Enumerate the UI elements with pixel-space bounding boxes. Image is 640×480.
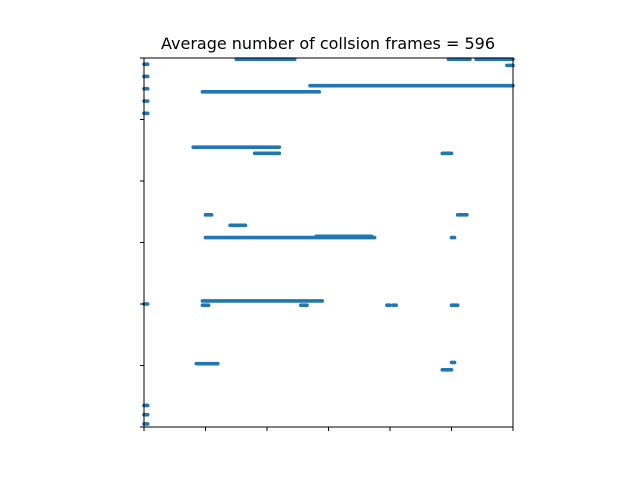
axes-frame	[143, 57, 514, 428]
plot-area	[140, 57, 515, 431]
chart-title: Average number of collsion frames = 596	[161, 34, 495, 53]
